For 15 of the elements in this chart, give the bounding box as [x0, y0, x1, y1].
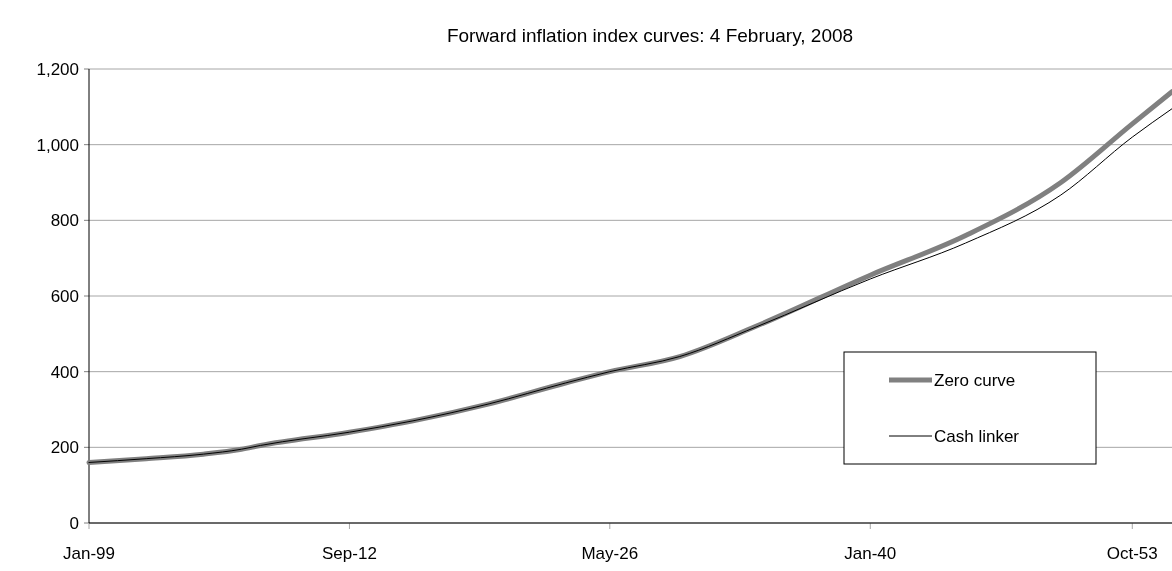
x-tick-label: May-26	[581, 544, 639, 563]
chart-title: Forward inflation index curves: 4 February, 2008	[446, 25, 854, 46]
y-tick-label: 1,000	[36, 135, 79, 155]
y-tick-label: 400	[50, 362, 79, 382]
y-tick-label: 1,200	[36, 59, 79, 79]
x-tick-label: Jan-99	[63, 544, 115, 563]
x-tick-label: Oct-53	[1106, 544, 1158, 563]
legend-label: Zero curve	[934, 370, 1016, 390]
y-tick-label: 800	[50, 211, 79, 231]
y-tick-label: 0	[69, 513, 79, 533]
y-tick-label: 600	[50, 286, 79, 306]
y-tick-label: 200	[50, 438, 79, 458]
legend-label: Cash linker	[934, 426, 1020, 446]
x-tick-label: Jan-40	[844, 544, 897, 563]
x-tick-label: Sep-12	[322, 544, 377, 563]
